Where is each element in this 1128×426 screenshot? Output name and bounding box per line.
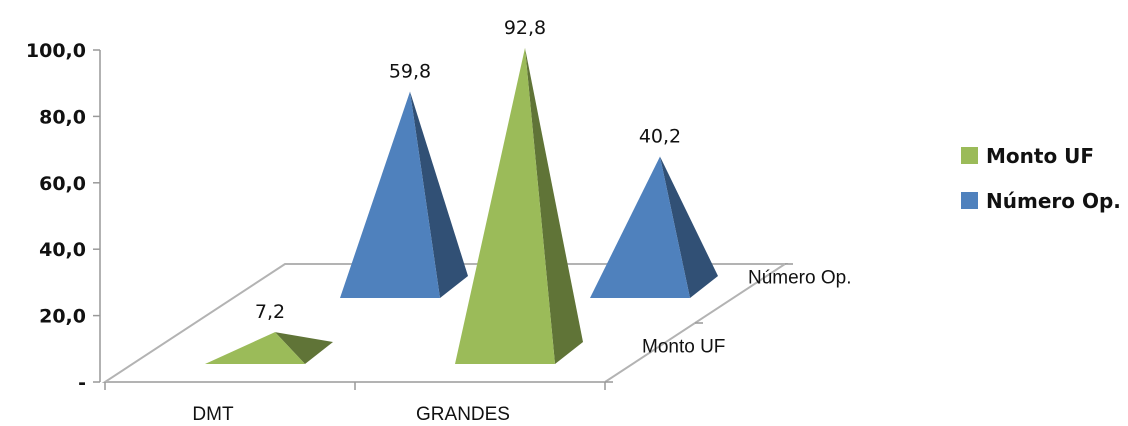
data-label: 40,2 bbox=[639, 126, 681, 148]
depth-category-label: Número Op. bbox=[748, 268, 851, 289]
pyramid-bar: 92,8 bbox=[455, 17, 583, 365]
legend-label: Número Op. bbox=[986, 189, 1121, 213]
y-tick-label: 100,0 bbox=[26, 40, 86, 62]
pyramid-bar: 59,8 bbox=[340, 60, 468, 299]
legend: Monto UF Número Op. bbox=[961, 144, 1121, 213]
pyramid-side-face bbox=[660, 156, 718, 298]
y-tick-label: 60,0 bbox=[39, 173, 86, 195]
pyramid-front-face bbox=[590, 156, 690, 298]
y-tick-label: 40,0 bbox=[39, 239, 86, 261]
legend-swatch bbox=[961, 147, 978, 164]
legend-label: Monto UF bbox=[986, 144, 1094, 168]
chart-marks: 59,8 40,2 7,2 92,8 bbox=[205, 17, 718, 365]
x-category-label: GRANDES bbox=[416, 404, 510, 425]
pyramid-bar: 7,2 bbox=[205, 301, 333, 364]
x-category-label: DMT bbox=[192, 404, 234, 425]
axes: - 20,0 40,0 60,0 80,0 100,0 DMT GRANDES Monto UF… bbox=[26, 40, 852, 425]
data-label: 92,8 bbox=[504, 17, 546, 39]
pyramid-bar: 40,2 bbox=[590, 126, 718, 298]
pyramid-side-face bbox=[410, 91, 468, 299]
pyramid-front-face bbox=[340, 91, 440, 299]
legend-swatch bbox=[961, 192, 978, 209]
pyramid-front-face bbox=[205, 332, 305, 364]
depth-category-label: Monto UF bbox=[642, 337, 725, 358]
pyramid-side-face bbox=[275, 332, 333, 364]
pyramid-front-face bbox=[455, 47, 555, 365]
pyramid-side-face bbox=[525, 47, 583, 365]
y-tick-label: 20,0 bbox=[39, 306, 86, 328]
data-label: 59,8 bbox=[389, 60, 431, 82]
y-tick-label: 80,0 bbox=[39, 106, 86, 128]
data-label: 7,2 bbox=[255, 301, 285, 323]
y-tick-label: - bbox=[78, 372, 86, 394]
